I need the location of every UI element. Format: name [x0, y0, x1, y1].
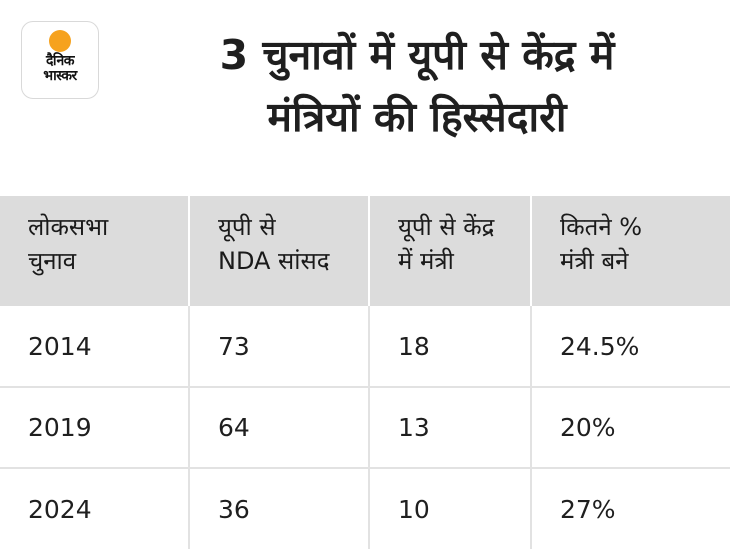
logo-text: दैनिक भास्कर	[43, 53, 77, 84]
header-text: यूपी से केंद्र	[398, 213, 495, 241]
cell-percent: 20%	[531, 387, 730, 469]
cell-ministers: 13	[369, 387, 532, 469]
header-text: चुनाव	[28, 247, 77, 275]
header-cell-election: लोकसभा चुनाव	[0, 196, 190, 306]
table-row: 2014 73 18 24.5%	[0, 306, 730, 388]
logo-text-line1: दैनिक	[45, 53, 75, 69]
cell-election-year: 2014	[0, 306, 190, 388]
header-cell-nda-mps: यूपी से NDA सांसद	[189, 196, 370, 306]
header-cell-percent: कितने % मंत्री बने	[531, 196, 730, 306]
cell-nda-mps: 36	[189, 468, 370, 549]
header-cell-ministers: यूपी से केंद्र में मंत्री	[369, 196, 532, 306]
table-header: लोकसभा चुनाव यूपी से NDA सांसद यूपी से क…	[0, 196, 730, 306]
ministers-share-table: लोकसभा चुनाव यूपी से NDA सांसद यूपी से क…	[0, 196, 730, 549]
dainik-bhaskar-logo: दैनिक भास्कर	[21, 21, 99, 99]
table-body: 2014 73 18 24.5% 2019 64 13 20% 2024 36 …	[0, 306, 730, 549]
sun-icon	[49, 30, 71, 52]
cell-nda-mps: 64	[189, 387, 370, 469]
cell-nda-mps: 73	[189, 306, 370, 388]
title-line1: 3 चुनावों में यूपी से केंद्र में	[219, 31, 615, 79]
table-row: 2019 64 13 20%	[0, 387, 730, 469]
table-row: 2024 36 10 27%	[0, 468, 730, 549]
logo-text-line2: भास्कर	[43, 68, 77, 84]
header-text: लोकसभा	[28, 213, 109, 241]
header-text: मंत्री बने	[560, 247, 629, 275]
cell-percent: 24.5%	[531, 306, 730, 388]
title-line2: मंत्रियों की हिस्सेदारी	[267, 93, 567, 141]
header-text: यूपी से	[218, 213, 276, 241]
cell-election-year: 2019	[0, 387, 190, 469]
cell-election-year: 2024	[0, 468, 190, 549]
cell-percent: 27%	[560, 494, 616, 524]
cell-ministers: 18	[369, 306, 532, 388]
header-text: में मंत्री	[398, 247, 454, 275]
page-title: 3 चुनावों में यूपी से केंद्र में मंत्रिय…	[122, 24, 712, 148]
header-row: लोकसभा चुनाव यूपी से NDA सांसद यूपी से क…	[0, 196, 730, 306]
header-text: कितने %	[560, 213, 643, 241]
cell-ministers: 10	[369, 468, 532, 549]
header-text: NDA सांसद	[218, 247, 330, 275]
